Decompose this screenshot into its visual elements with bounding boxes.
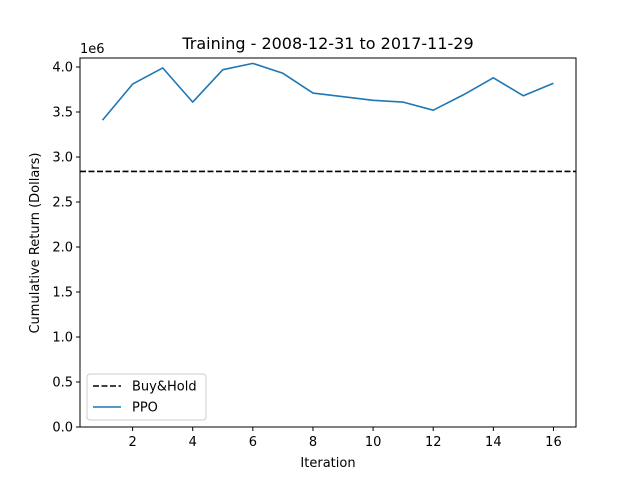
- legend: Buy&Hold PPO: [86, 373, 207, 421]
- x-axis: 2 4 6 8 10 12 14 16: [128, 427, 562, 450]
- x-tick-label: 10: [365, 435, 382, 450]
- y-tick-label: 0.0: [52, 421, 73, 436]
- plot-area: 2 4 6 8 10 12 14 16 0.0 0.5 1.0 1.5 2.0 2.5 3.0 3.5 4.0 B…: [52, 57, 577, 450]
- y-tick-label: 2.5: [52, 196, 73, 211]
- y-tick-label: 3.0: [52, 151, 73, 166]
- y-axis-label: Cumulative Return (Dollars): [28, 152, 43, 333]
- y-tick-label: 2.0: [52, 241, 73, 256]
- legend-label: PPO: [132, 401, 158, 416]
- x-tick-label: 16: [545, 435, 562, 450]
- plot-frame: [79, 57, 577, 428]
- x-tick-label: 12: [425, 435, 442, 450]
- chart-title: Training - 2008-12-31 to 2017-11-29: [181, 34, 473, 53]
- x-tick-label: 8: [309, 435, 317, 450]
- series-group: [80, 62, 576, 173]
- x-tick-label: 4: [189, 435, 197, 450]
- y-axis: 0.0 0.5 1.0 1.5 2.0 2.5 3.0 3.5 4.0: [52, 61, 80, 436]
- x-tick-label: 14: [485, 435, 502, 450]
- x-tick-label: 6: [249, 435, 257, 450]
- x-tick-label: 2: [128, 435, 136, 450]
- x-axis-label: Iteration: [300, 456, 355, 471]
- y-tick-label: 3.5: [52, 106, 73, 121]
- y-tick-label: 1.0: [52, 331, 73, 346]
- y-tick-label: 4.0: [52, 61, 73, 76]
- legend-label: Buy&Hold: [132, 380, 197, 395]
- y-tick-label: 1.5: [52, 286, 73, 301]
- y-offset-label: 1e6: [80, 42, 105, 57]
- legend-box: [86, 373, 207, 421]
- series-line-PPO: [101, 62, 554, 121]
- y-tick-label: 0.5: [52, 376, 73, 391]
